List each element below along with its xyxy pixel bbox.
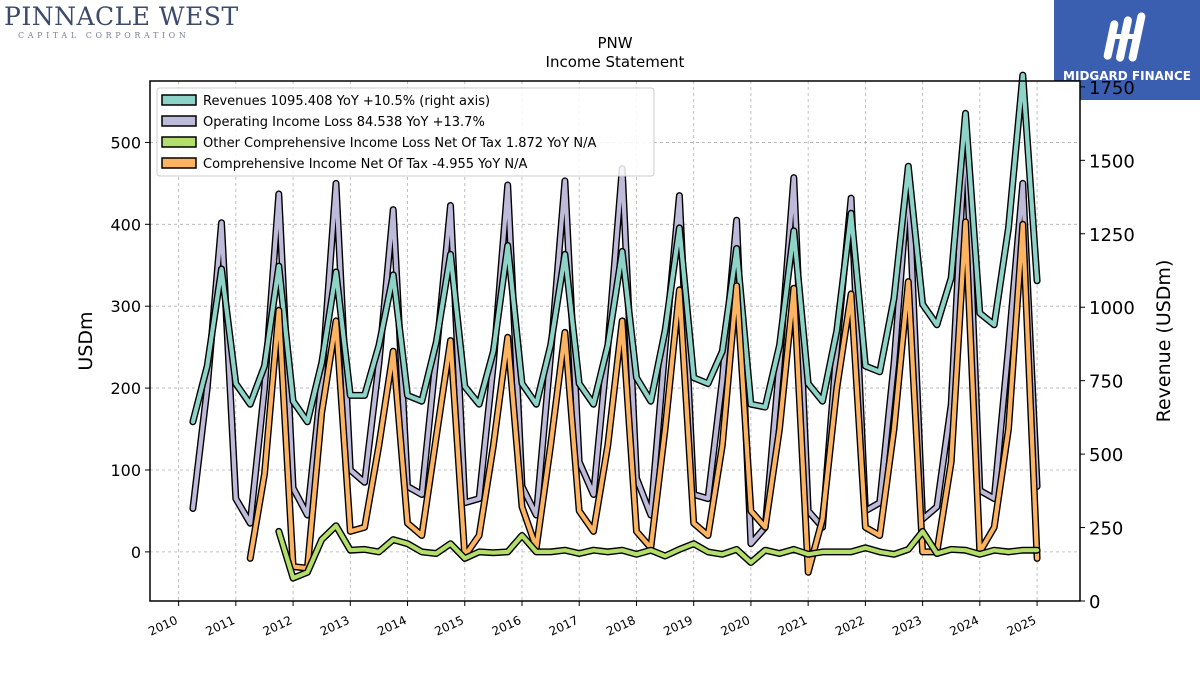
series-3-line [248, 219, 1040, 575]
y-left-tick-label: 400 [110, 215, 141, 234]
y-left-tick-label: 300 [110, 297, 141, 316]
logo-brand-name: MIDGARD FINANCE [1063, 69, 1191, 83]
legend-label: Comprehensive Income Net Of Tax -4.955 Y… [203, 157, 528, 172]
x-tick-label: 2021 [776, 613, 810, 639]
logo-name: PINNACLE WEST [4, 2, 239, 31]
y-left-tick-label: 500 [110, 133, 141, 152]
x-tick-label: 2018 [604, 613, 638, 639]
x-tick-label: 2013 [318, 613, 352, 639]
y-left-tick-label: 100 [110, 461, 141, 480]
x-tick-label: 2022 [833, 613, 867, 639]
legend-swatch [161, 115, 197, 127]
legend-swatch [161, 94, 197, 106]
series-2-line [276, 523, 1040, 581]
chart-title: PNW [597, 34, 632, 52]
x-tick-label: 2023 [890, 613, 924, 639]
y-right-tick-label: 1000 [1089, 298, 1135, 319]
series-layer [189, 71, 1041, 582]
x-tick-label: 2014 [375, 613, 409, 639]
x-tick-label: 2019 [661, 613, 695, 639]
series-0-line [190, 72, 1040, 424]
y-axis-left-label: USDm [75, 311, 97, 370]
y-left-tick-label: 200 [110, 379, 141, 398]
y-right-tick-label: 0 [1089, 592, 1100, 613]
x-tick-label: 2012 [261, 613, 295, 639]
x-axis: 2010 2011 2012 2013 2014 2015 2016 2017 2018 2019… [146, 601, 1038, 639]
midgard-emblem-icon [1103, 12, 1146, 62]
y-right-tick-label: 1750 [1089, 78, 1135, 99]
legend-label: Revenues 1095.408 YoY +10.5% (right axis… [203, 94, 490, 109]
pinnacle-west-logo: PINNACLE WEST CAPITAL CORPORATION [4, 2, 238, 42]
y-right-tick-label: 1250 [1089, 225, 1135, 246]
x-tick-label: 2020 [719, 613, 753, 639]
y-axis-right-label: Revenue (USDm) [1153, 260, 1175, 423]
legend-label: Operating Income Loss 84.538 YoY +13.7% [203, 115, 485, 130]
x-tick-label: 2016 [490, 613, 524, 639]
legend-swatch [161, 136, 197, 148]
legend-label: Other Comprehensive Income Loss Net Of T… [203, 136, 597, 151]
y-right-tick-label: 750 [1089, 372, 1123, 393]
legend-box [156, 87, 655, 177]
y-right-tick-label: 250 [1089, 519, 1123, 540]
x-tick-label: 2010 [146, 613, 180, 639]
x-tick-label: 2024 [948, 613, 982, 639]
legend-swatch [161, 157, 197, 169]
y-axis-right: 0 250 500 750 1000 1250 1500 1750 [1080, 78, 1135, 613]
y-right-tick-label: 500 [1089, 445, 1123, 466]
x-tick-label: 2015 [432, 613, 466, 639]
x-tick-label: 2017 [547, 613, 581, 639]
x-tick-label: 2025 [1005, 613, 1039, 639]
series-1-line [190, 126, 1040, 546]
chart-subtitle: Income Statement [546, 53, 685, 71]
y-axis-left: 0 100 200 300 400 500 [110, 133, 150, 562]
logo-subtitle: CAPITAL CORPORATION [18, 31, 190, 40]
plot-frame [149, 80, 1081, 602]
x-tick-label: 2011 [204, 613, 238, 639]
legend: Revenues 1095.408 YoY +10.5% (right axis… [156, 87, 655, 177]
y-right-tick-label: 1500 [1089, 151, 1135, 172]
y-left-tick-label: 0 [131, 543, 141, 562]
